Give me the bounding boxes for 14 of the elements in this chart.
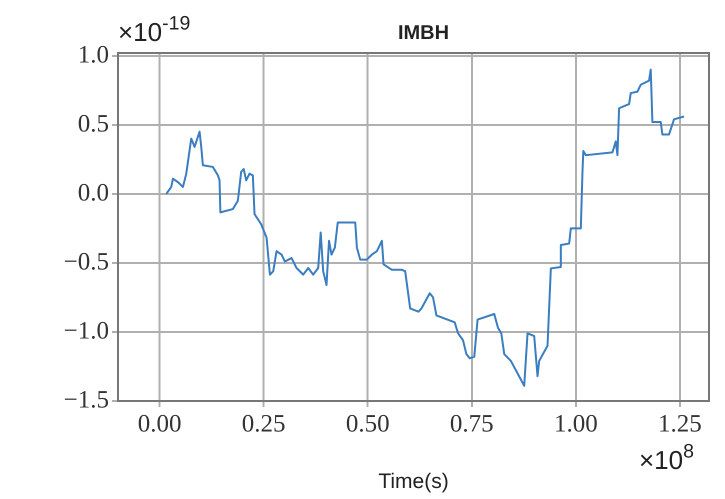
y-tick-label: 1.0 bbox=[78, 41, 109, 68]
y-tick-label: −0.5 bbox=[64, 248, 109, 276]
x-axis-title: Time(s) bbox=[378, 470, 449, 494]
x-tick-label: 0.75 bbox=[450, 410, 494, 438]
y-tick-label: 0.5 bbox=[78, 110, 109, 138]
chart-title: IMBH bbox=[398, 22, 450, 44]
x-tick-label: 0.25 bbox=[242, 410, 286, 438]
x-tick-label: 0.50 bbox=[346, 410, 390, 438]
x-tick-label: 1.25 bbox=[658, 410, 702, 438]
x-tick-label: 1.00 bbox=[554, 410, 598, 438]
y-tick-label: −1.5 bbox=[64, 386, 109, 414]
x-tick-label: 0.00 bbox=[138, 410, 182, 438]
y-tick-label: −1.0 bbox=[64, 318, 109, 345]
y-tick-label: 0.0 bbox=[78, 179, 109, 206]
